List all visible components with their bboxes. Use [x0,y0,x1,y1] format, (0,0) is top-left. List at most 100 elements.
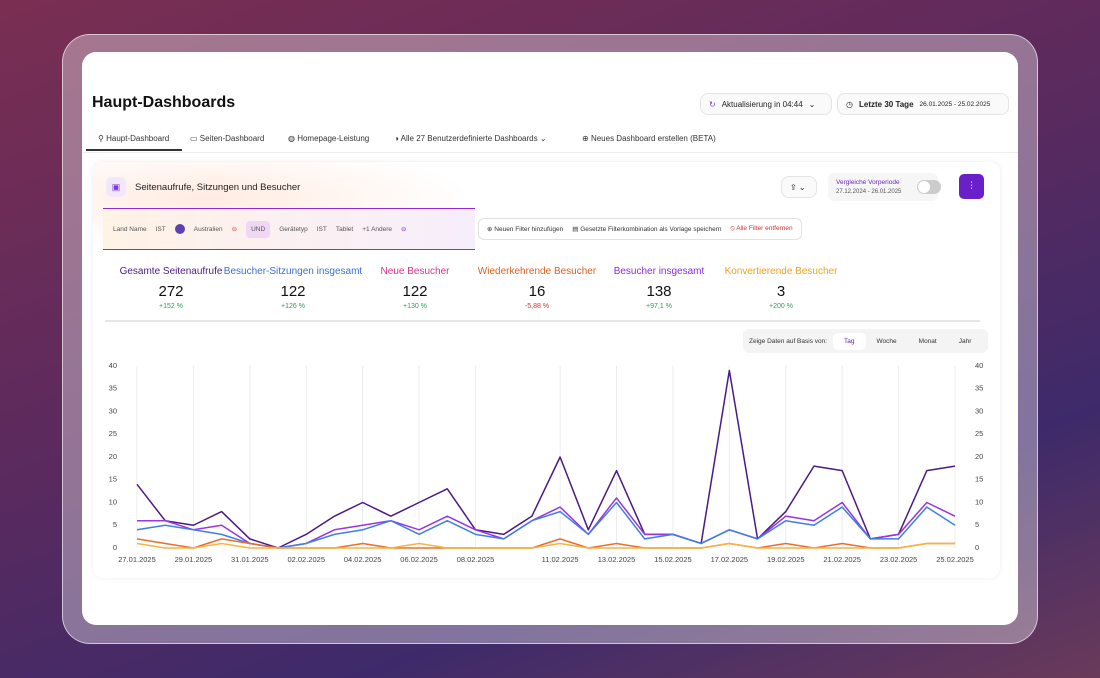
divider [82,152,1018,153]
granularity-option[interactable]: Woche [876,337,897,345]
compare-label: Vergleiche Vorperiode [836,179,900,186]
line [136,542,955,549]
chart-card: ▣ Seitenaufrufe, Sitzungen und Besucher … [93,162,1000,578]
kpi-name: Konvertierende Besucher [724,266,838,277]
kpi-row: Gesamte Seitenaufrufe 272 +152 % Besucher-S… [93,162,988,322]
tab[interactable]: ▭ Seiten-Dashboard [190,134,265,143]
tab-label: Homepage-Leistung [297,134,370,143]
y2-tick-label: 10 [975,497,983,506]
period-label: Letzte 30 Tage [858,99,914,109]
x-tick-label: 11.02.2025 [542,555,579,564]
y-tick-label: 15 [109,475,117,484]
kpi-name: Besucher insgesamt [613,266,705,277]
y2-tick-label: 25 [975,429,983,438]
kpi: Konvertierende Besucher 3 +200 % [701,266,861,310]
granularity-option[interactable]: Jahr [958,337,972,345]
refresh-button[interactable]: ↻ Aktualisierung in 04:44 ⌄ [700,93,832,115]
kpi-change: +130 % [403,303,427,310]
filter-value[interactable]: Tablet [335,225,354,233]
tab-underline [86,149,182,151]
kpi: Wiederkehrende Besucher 16 -5,88 % [457,266,617,310]
x-tick-label: 25.02.2025 [936,555,974,564]
kpi-change: +152 % [159,303,183,310]
y2-tick-label: 20 [975,452,983,461]
x-tick-label: 15.02.2025 [654,555,692,564]
tab[interactable]: ◑ Alle 27 Benutzerdefinierte Dashboards … [394,134,547,143]
tab-label: Alle 27 Benutzerdefinierte Dashboards [400,134,538,143]
kpi-name: Wiederkehrende Besucher [477,266,597,277]
kpi-value: 272 [158,283,184,300]
x-tick-label: 21.02.2025 [823,555,861,564]
refresh-text: Aktualisierung in 04:44 [721,99,803,109]
kpi-value: 3 [776,283,786,300]
y2-tick-label: 30 [975,406,983,415]
tab[interactable]: ⚲ Haupt-Dashboard [98,134,170,143]
line [136,538,955,549]
y-tick-label: 10 [109,497,117,506]
y-tick-label: 30 [109,406,117,415]
clear-filters[interactable]: ⦸ Alle Filter entfernen [730,225,793,232]
tab[interactable]: ⊕ Neues Dashboard erstellen (BETA) [582,134,716,143]
kpi-value: 16 [528,283,546,300]
period-button[interactable]: ◷ Letzte 30 Tage 26.01.2025 - 25.02.2025 [837,93,1009,115]
filter-field: Gerätetyp [279,225,308,233]
filter-op: IST [155,225,166,233]
tab[interactable]: ◍ Homepage-Leistung [288,134,370,143]
filter-joiner: UND [246,220,271,238]
compare-box: Vergleiche Vorperiode 27.12.2024 - 26.01… [828,173,941,201]
tab-label: Haupt-Dashboard [106,134,170,143]
y2-tick-label: 0 [975,543,979,552]
tab-label: Neues Dashboard erstellen (BETA) [590,134,716,143]
filter-more: +1 Andere [362,225,393,233]
page-title: Haupt-Dashboards [92,94,236,111]
card-icon: ▣ [106,177,126,197]
kpi-change: -5,88 % [524,303,550,310]
x-tick-label: 29.01.2025 [175,555,213,564]
kpi-name: Gesamte Seitenaufrufe [119,266,223,277]
line [137,497,956,549]
kpi-change: +97,1 % [646,303,672,310]
tab-label: Seiten-Dashboard [199,134,265,143]
x-tick-label: 08.02.2025 [457,555,495,564]
x-tick-label: 02.02.2025 [287,555,325,564]
y-tick-label: 35 [109,384,117,393]
kpi-value: 122 [402,283,428,300]
kpi-name: Besucher-Sitzungen insgesamt [223,266,363,277]
kpi: Besucher-Sitzungen insgesamt 122 +126 % [213,266,373,310]
granularity-option[interactable]: Tag [833,332,866,350]
y-tick-label: 5 [113,520,117,529]
x-tick-label: 31.01.2025 [231,555,269,564]
add-filter[interactable]: ⊕ Neuen Filter hinzufügen [487,226,564,233]
y2-tick-label: 40 [975,361,983,370]
kpi-value: 138 [646,283,672,300]
filter-field: Land Name [113,225,147,233]
card-title: Seitenaufrufe, Sitzungen und Besucher [135,182,301,193]
x-tick-label: 27.01.2025 [118,555,156,564]
granularity-option[interactable]: Monat [918,337,937,345]
y2-tick-label: 35 [975,384,983,393]
x-tick-label: 23.02.2025 [880,555,918,564]
filter-actions: ⊕ Neuen Filter hinzufügen ▤ Gesetzte Fil… [478,218,802,240]
export-button[interactable]: ⇪ ⌄ [781,176,817,198]
kpi-change: +200 % [769,303,793,310]
kpi: Besucher insgesamt 138 +97,1 % [579,266,739,310]
x-tick-label: 19.02.2025 [767,555,805,564]
y-tick-label: 0 [113,543,117,552]
settings-button[interactable]: ⫶ [959,174,984,199]
granularity: Zeige Daten auf Basis von: Tag Woche Monat… [743,329,989,353]
window: Haupt-Dashboards ↻ Aktualisierung in 04:4… [82,52,1018,625]
toggle[interactable] [917,180,941,194]
filter-bar: Land Name IST Australien ⊖ UND Gerätetyp IS… [103,208,475,250]
x-tick-label: 17.02.2025 [711,555,749,564]
kpi: Neue Besucher 122 +130 % [335,266,495,310]
period-range: 26.01.2025 - 25.02.2025 [919,100,991,108]
filter-value[interactable]: Australien [193,225,223,233]
kpi-value: 122 [280,283,306,300]
filter-op: IST [316,225,327,233]
save-filter[interactable]: ▤ Gesetzte Filterkombination als Vorlage… [572,226,722,233]
line [136,369,956,549]
kpi: Gesamte Seitenaufrufe 272 +152 % [93,266,251,310]
x-tick-label: 06.02.2025 [400,555,438,564]
